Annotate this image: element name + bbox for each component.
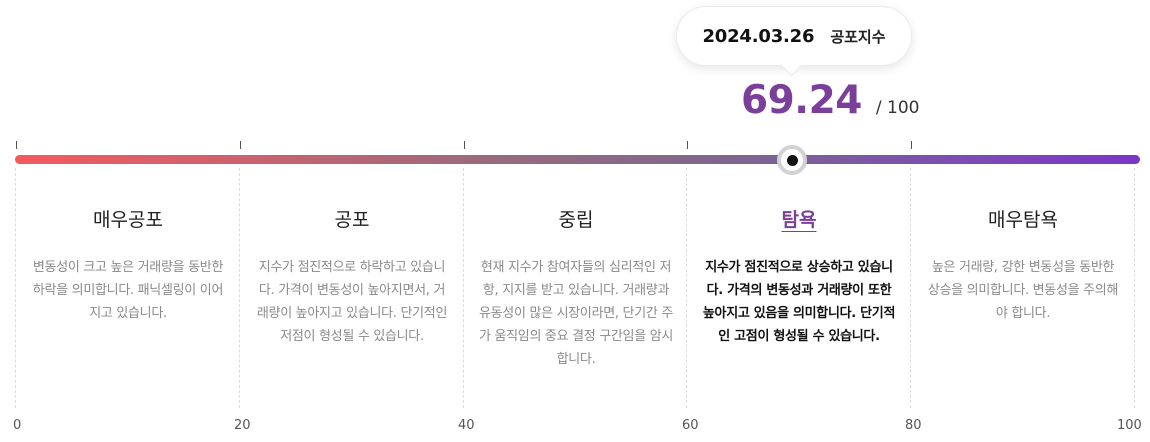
tick-mark [16, 141, 17, 149]
marker-dot [786, 154, 798, 166]
zone-description: 변동성이 크고 높은 거래량을 동반한 하락을 의미합니다. 패닉셀링이 이어지… [32, 260, 224, 321]
zone-divider [686, 168, 687, 408]
zone-title-active[interactable]: 탐욕 [781, 209, 817, 231]
zone-divider [239, 168, 240, 408]
zone-fear: 공포 지수가 점진적으로 하락하고 있습니다. 가격이 변동성이 높아지면서, … [240, 204, 464, 348]
scale-label-0: 0 [13, 418, 22, 433]
date-tooltip: 2024.03.26 공포지수 [676, 6, 912, 66]
tick-mark [240, 141, 241, 149]
tick-mark [687, 141, 688, 149]
score-value: 69.24 [741, 78, 862, 123]
tick-mark [464, 141, 465, 149]
scale-label-60: 60 [682, 418, 699, 433]
score-display: 69.24 / 100 [741, 78, 919, 123]
scale-label-40: 40 [458, 418, 475, 433]
score-max: / 100 [875, 98, 920, 118]
zone-description: 지수가 점진적으로 하락하고 있습니다. 가격이 변동성이 높아지면서, 거래량… [256, 260, 448, 344]
scale-label-100: 100 [1117, 418, 1142, 433]
zone-title: 공포 [334, 209, 370, 231]
zone-title: 매우공포 [93, 209, 163, 231]
fear-greed-gauge-track [15, 155, 1140, 164]
zone-description: 지수가 점진적으로 상승하고 있습니다. 가격의 변동성과 거래량이 또한 높아… [702, 260, 896, 344]
zone-extreme-fear: 매우공포 변동성이 크고 높은 거래량을 동반한 하락을 의미합니다. 패닉셀링… [16, 204, 240, 325]
gauge-marker[interactable] [777, 145, 807, 175]
zone-title: 매우탐욕 [988, 209, 1058, 231]
zone-title: 중립 [558, 209, 594, 231]
zone-neutral: 중립 현재 지수가 참여자들의 심리적인 저항, 지지를 받고 있습니다. 거래… [464, 204, 688, 371]
scale-label-20: 20 [234, 418, 251, 433]
zone-description: 높은 거래량, 강한 변동성을 동반한 상승을 의미합니다. 변동성을 주의해야… [927, 260, 1119, 321]
zone-divider [15, 168, 16, 408]
zone-extreme-greed: 매우탐욕 높은 거래량, 강한 변동성을 동반한 상승을 의미합니다. 변동성을… [911, 204, 1135, 325]
tick-mark [911, 141, 912, 149]
zone-divider [1134, 168, 1135, 408]
zone-divider [463, 168, 464, 408]
scale-label-80: 80 [905, 418, 922, 433]
zone-greed: 탐욕 지수가 점진적으로 상승하고 있습니다. 가격의 변동성과 거래량이 또한… [687, 204, 911, 348]
zone-description: 현재 지수가 참여자들의 심리적인 저항, 지지를 받고 있습니다. 거래량과 … [478, 260, 674, 367]
tooltip-date: 2024.03.26 [702, 25, 815, 47]
zone-divider [910, 168, 911, 408]
tooltip-label: 공포지수 [830, 27, 886, 46]
